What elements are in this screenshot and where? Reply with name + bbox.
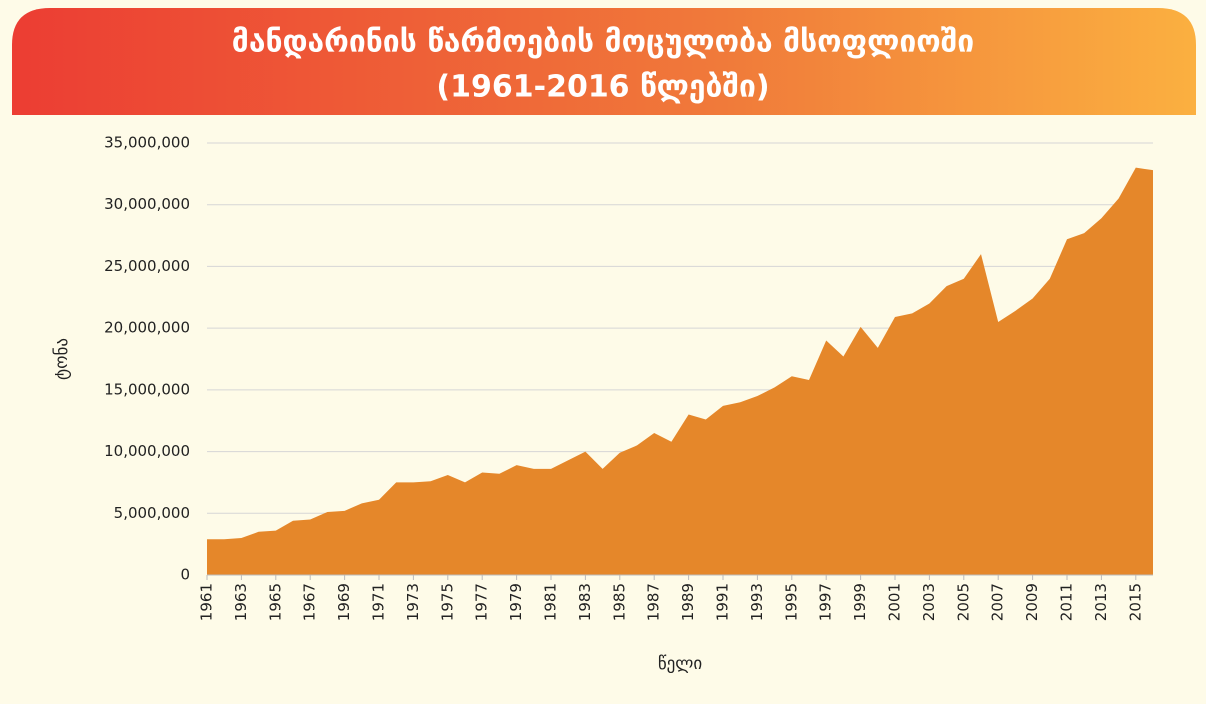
x-tick-label: 1983 (576, 583, 594, 621)
y-tick-label: 30,000,000 (104, 195, 190, 213)
x-tick-label: 2015 (1126, 583, 1144, 621)
y-tick-label: 25,000,000 (104, 257, 190, 275)
x-tick-label: 1975 (438, 583, 456, 621)
area (207, 167, 1153, 575)
x-tick-label: 1981 (542, 583, 560, 621)
y-tick-label: 0 (180, 566, 190, 584)
x-tick-label: 1997 (817, 583, 835, 621)
x-tick-label: 1971 (370, 583, 388, 621)
x-tick-label: 1995 (782, 583, 800, 621)
x-tick-label: 1961 (198, 583, 216, 621)
x-tick-label: 2013 (1092, 583, 1110, 621)
x-tick-label: 1977 (473, 583, 491, 621)
x-tick-label: 2009 (1023, 583, 1041, 621)
y-tick-label: 5,000,000 (114, 504, 190, 522)
x-tick-label: 1965 (266, 583, 284, 621)
y-tick-label: 35,000,000 (104, 134, 190, 152)
x-tick-label: 1993 (748, 583, 766, 621)
y-axis-label: ტონა (52, 338, 72, 380)
x-tick-label: 1985 (610, 583, 628, 621)
y-tick-label: 15,000,000 (104, 380, 190, 398)
chart-subtitle: (1961-2016 წლებში) (436, 70, 769, 105)
header-banner (12, 8, 1196, 115)
x-tick-label: 1989 (679, 583, 697, 621)
x-tick-label: 1987 (645, 583, 663, 621)
x-tick-label: 2005 (954, 583, 972, 621)
x-tick-label: 1979 (507, 583, 525, 621)
x-tick-label: 1963 (232, 583, 250, 621)
x-tick-label: 2003 (920, 583, 938, 621)
y-tick-label: 10,000,000 (104, 442, 190, 460)
x-tick-label: 2001 (886, 583, 904, 621)
x-tick-label: 1969 (335, 583, 353, 621)
chart-title: მანდარინის წარმოების მოცულობა მსოფლიოში (232, 25, 974, 60)
y-tick-label: 20,000,000 (104, 319, 190, 337)
x-tick-label: 2011 (1058, 583, 1076, 621)
x-tick-label: 1999 (851, 583, 869, 621)
x-tick-label: 1973 (404, 583, 422, 621)
x-tick-label: 1967 (301, 583, 319, 621)
x-axis-label: წელი (658, 654, 702, 674)
x-tick-label: 2007 (989, 583, 1007, 621)
x-tick-label: 1991 (714, 583, 732, 621)
